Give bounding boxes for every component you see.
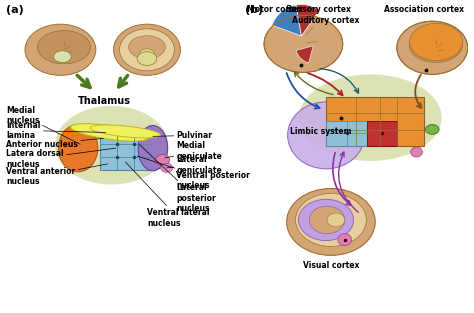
Ellipse shape <box>25 24 96 75</box>
Text: Medial
nucleus: Medial nucleus <box>6 106 80 144</box>
Text: Latera dorsal
nucleus: Latera dorsal nucleus <box>6 148 116 169</box>
Text: Limbic system: Limbic system <box>291 127 352 136</box>
Ellipse shape <box>299 74 442 161</box>
Ellipse shape <box>299 199 354 241</box>
Text: Lateral
geniculate: Lateral geniculate <box>167 155 222 175</box>
Text: Visual cortex: Visual cortex <box>303 261 359 270</box>
Wedge shape <box>296 4 319 36</box>
Ellipse shape <box>58 125 98 172</box>
FancyBboxPatch shape <box>367 121 397 146</box>
Text: Ventral posterior
nucleus: Ventral posterior nucleus <box>137 156 250 190</box>
Text: Ventral lateral
nucleus: Ventral lateral nucleus <box>125 162 210 228</box>
Text: Medial
geniculate: Medial geniculate <box>164 141 222 161</box>
Ellipse shape <box>295 193 366 247</box>
Ellipse shape <box>338 234 352 245</box>
Ellipse shape <box>114 24 181 75</box>
FancyBboxPatch shape <box>326 97 424 146</box>
Text: Motor cortex: Motor cortex <box>247 4 303 13</box>
Text: Pulvinar: Pulvinar <box>153 131 212 140</box>
Ellipse shape <box>55 106 168 185</box>
Text: Lateral
posterior
nucleus: Lateral posterior nucleus <box>139 144 216 213</box>
Ellipse shape <box>410 23 463 60</box>
Ellipse shape <box>410 147 422 157</box>
Ellipse shape <box>138 126 168 171</box>
Ellipse shape <box>287 188 375 255</box>
Ellipse shape <box>54 51 71 63</box>
Ellipse shape <box>37 31 91 64</box>
Wedge shape <box>272 5 301 36</box>
Ellipse shape <box>264 15 343 72</box>
Ellipse shape <box>137 52 157 65</box>
Ellipse shape <box>140 49 155 59</box>
Ellipse shape <box>425 125 439 134</box>
Ellipse shape <box>71 124 148 141</box>
Ellipse shape <box>161 163 173 172</box>
Text: Ventral anterior
nucleus: Ventral anterior nucleus <box>6 164 108 186</box>
Ellipse shape <box>310 206 345 234</box>
Ellipse shape <box>288 102 365 169</box>
Ellipse shape <box>397 21 468 74</box>
Text: Anterior nucleus: Anterior nucleus <box>6 138 104 149</box>
Text: Sensory cortex: Sensory cortex <box>286 4 351 13</box>
Text: (a): (a) <box>6 6 24 16</box>
Text: Internal
lamina: Internal lamina <box>6 121 106 140</box>
Text: Auditory cortex: Auditory cortex <box>292 16 360 25</box>
Ellipse shape <box>409 28 462 62</box>
FancyBboxPatch shape <box>100 131 151 170</box>
Ellipse shape <box>119 29 174 71</box>
Text: Association cortex: Association cortex <box>384 4 465 13</box>
FancyBboxPatch shape <box>326 121 367 146</box>
Ellipse shape <box>90 125 161 138</box>
Ellipse shape <box>327 213 345 227</box>
Ellipse shape <box>128 36 165 59</box>
Text: Thalamus: Thalamus <box>78 96 131 106</box>
Wedge shape <box>296 46 313 63</box>
Ellipse shape <box>156 155 170 165</box>
Text: (b): (b) <box>246 6 264 16</box>
